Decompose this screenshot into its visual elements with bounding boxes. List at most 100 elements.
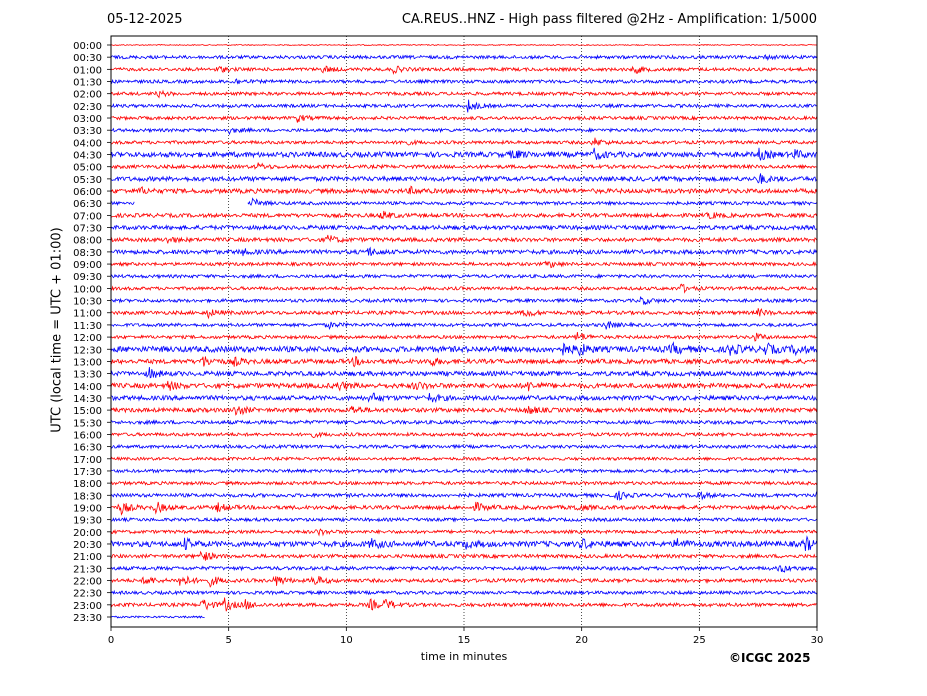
row-label: 05:00 [73,163,102,174]
row-label: 05:30 [73,175,102,186]
row-label: 13:30 [73,370,102,381]
row-label: 17:30 [73,467,102,478]
trace-0530 [110,173,817,184]
row-label: 20:30 [73,540,102,551]
row-label: 11:00 [73,309,102,320]
row-label: 10:30 [73,297,102,308]
row-label: 08:00 [73,236,102,247]
x-tick-label: 15 [458,635,471,646]
trace-0700 [110,210,817,220]
trace-0100 [110,65,817,76]
x-tick-label: 30 [811,635,824,646]
row-label: 18:00 [73,479,102,490]
row-label: 14:30 [73,394,102,405]
row-label: 20:00 [73,528,102,539]
trace-0600 [110,185,817,195]
plot-frame [110,35,818,628]
trace-1300 [110,355,817,368]
trace-0000 [110,43,817,47]
x-tick-label: 20 [575,635,588,646]
row-label: 18:30 [73,491,102,502]
trace-0900 [110,260,817,269]
trace-0130 [110,78,817,85]
trace-0030 [110,54,817,61]
trace-2030 [110,535,817,552]
trace-2230 [110,589,817,596]
trace-0830 [110,246,817,257]
row-label: 09:00 [73,260,102,271]
trace-1200 [110,332,817,342]
row-label: 07:00 [73,211,102,222]
row-label: 02:00 [73,90,102,101]
row-label: 06:30 [73,199,102,210]
trace-0230 [110,99,817,113]
row-label: 16:30 [73,443,102,454]
trace-2300 [110,597,817,612]
row-label: 15:00 [73,406,102,417]
trace-2130 [110,565,817,573]
row-label: 22:30 [73,589,102,600]
row-label: 02:30 [73,102,102,113]
row-label: 15:30 [73,418,102,429]
trace-2330 [110,615,205,619]
row-label: 06:00 [73,187,102,198]
trace-1400 [110,380,817,392]
trace-0300 [110,114,817,123]
row-label: 03:00 [73,114,102,125]
row-label: 04:00 [73,138,102,149]
row-label: 01:30 [73,78,102,89]
trace-1100 [110,308,817,320]
row-label: 12:00 [73,333,102,344]
trace-1930 [110,516,817,523]
chart-title: CA.REUS..HNZ - High pass filtered @2Hz -… [401,12,817,27]
row-label: 00:30 [73,53,102,64]
row-label: 01:00 [73,65,102,76]
row-label: 04:30 [73,151,102,162]
trace-1130 [110,321,817,330]
trace-2100 [110,550,817,561]
row-label: 10:00 [73,284,102,295]
trace-0730 [110,224,817,232]
row-label: 07:30 [73,224,102,235]
trace-0500 [111,162,817,170]
trace-1830 [110,490,817,501]
x-tick-label: 0 [108,635,114,646]
row-label: 23:00 [73,601,102,612]
x-tick-label: 25 [693,635,706,646]
row-label: 19:30 [73,516,102,527]
trace-1900 [110,501,817,516]
trace-2000 [110,528,817,537]
trace-1030 [110,296,817,306]
row-label: 21:00 [73,552,102,563]
trace-1500 [110,405,817,416]
row-label: 03:30 [73,126,102,137]
copyright: ©ICGC 2025 [729,651,811,665]
trace-2200 [110,575,817,588]
row-label: 16:00 [73,430,102,441]
chart-date: 05-12-2025 [107,12,183,27]
trace-1630 [110,443,817,450]
trace-0330 [110,127,817,136]
x-axis-label: time in minutes [420,650,508,663]
row-label: 17:00 [73,455,102,466]
row-label: 12:30 [73,345,102,356]
trace-1700 [110,455,817,462]
trace-1530 [110,419,817,426]
row-label: 14:00 [73,382,102,393]
row-label: 22:00 [73,576,102,587]
row-label: 08:30 [73,248,102,259]
trace-0200 [110,89,817,99]
trace-0430 [110,147,817,161]
row-label: 00:00 [73,41,102,52]
row-label: 21:30 [73,564,102,575]
trace-1800 [110,480,817,487]
trace-0630 [111,197,817,207]
row-label: 23:30 [73,613,102,624]
row-label: 19:00 [73,503,102,514]
trace-0800 [110,234,817,244]
trace-1730 [110,467,817,474]
trace-1000 [111,283,817,294]
trace-1430 [110,392,817,404]
x-tick-label: 5 [225,635,231,646]
